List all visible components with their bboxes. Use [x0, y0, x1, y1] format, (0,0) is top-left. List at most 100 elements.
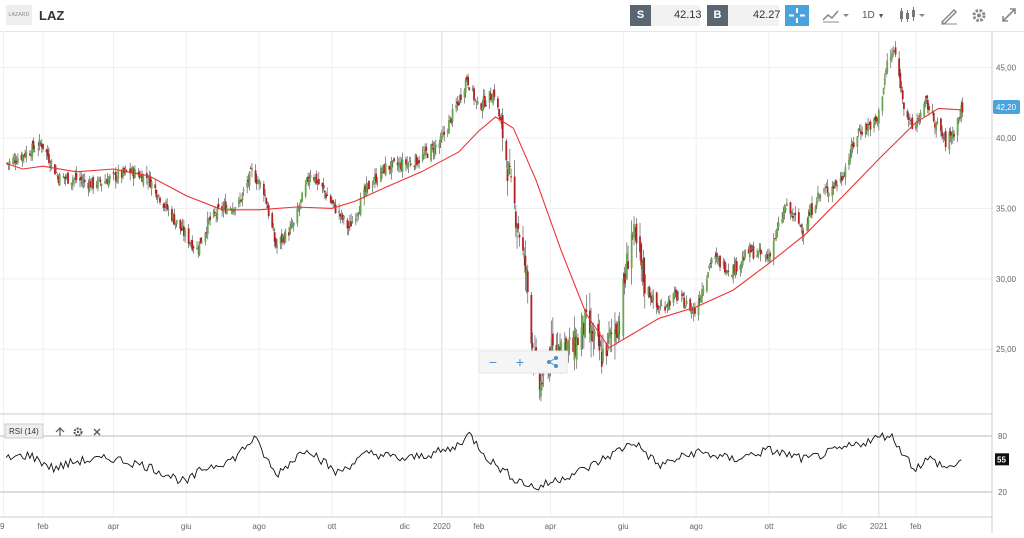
candle-body — [409, 163, 412, 165]
candle-body — [434, 145, 437, 148]
candle-body — [358, 211, 361, 215]
crosshair-icon[interactable] — [785, 5, 809, 26]
candle-body — [249, 167, 252, 169]
candle-body — [309, 175, 312, 179]
candle-body — [291, 225, 294, 227]
candle-body — [769, 253, 772, 257]
candle-body — [766, 254, 769, 259]
candle-body — [758, 248, 761, 250]
candle-body — [63, 176, 66, 179]
candle-body — [246, 182, 249, 188]
candle-body — [87, 182, 90, 189]
gear-icon[interactable] — [73, 427, 83, 437]
buy-badge[interactable]: B — [707, 5, 728, 26]
candle-body — [342, 216, 345, 219]
candle-body — [132, 168, 135, 179]
draw-icon[interactable] — [938, 5, 960, 26]
interval-label[interactable]: 1D — [862, 10, 875, 21]
candle-body — [191, 240, 194, 250]
candle-body — [347, 225, 350, 229]
candle-body — [563, 342, 566, 351]
price-chart[interactable]: 45,00 40,00 35,00 30,00 25,00 9 feb apr giu ago ot… — [0, 31, 1024, 533]
buy-price[interactable]: 42.27 — [753, 9, 781, 21]
candle-body — [700, 295, 702, 303]
candle-body — [326, 194, 329, 196]
candle-body — [83, 179, 86, 182]
zoom-controls[interactable]: − + — [478, 350, 568, 374]
candle-body — [129, 168, 132, 174]
candle-body — [162, 203, 165, 208]
candle-body — [659, 306, 662, 308]
candle-body — [481, 106, 484, 112]
candle-body — [790, 212, 793, 215]
candle-body — [414, 154, 417, 169]
candle-body — [148, 174, 151, 180]
candle-body — [524, 255, 527, 273]
candle-body — [655, 292, 658, 308]
candle-body — [8, 160, 11, 165]
zoom-controls-bg — [478, 350, 568, 374]
candle-body — [92, 177, 95, 189]
candle-body — [836, 185, 838, 187]
candle-body — [936, 121, 939, 125]
candle-body — [940, 118, 942, 132]
candle-body — [516, 227, 518, 232]
candle-body — [657, 305, 659, 310]
expand-icon[interactable] — [998, 5, 1020, 26]
candle-body — [175, 220, 178, 224]
candle-body — [58, 173, 61, 186]
candle-body — [960, 105, 963, 119]
candle-body — [789, 202, 792, 214]
candle-body — [610, 332, 613, 335]
candle-body — [480, 103, 483, 110]
candle-body — [439, 136, 442, 143]
candle-body — [953, 134, 955, 137]
zoom-out-button[interactable]: − — [489, 354, 497, 370]
candle-body — [315, 173, 318, 184]
candle-body — [717, 258, 720, 262]
candle-body — [108, 175, 111, 179]
company-logo: LAZARD — [6, 5, 32, 25]
close-icon[interactable] — [93, 428, 101, 436]
last-price-marker — [993, 100, 1020, 115]
candle-body — [307, 176, 309, 183]
candle-body — [680, 294, 683, 296]
candle-body — [839, 178, 842, 182]
candle-body — [891, 54, 893, 59]
candle-body — [114, 171, 117, 182]
candle-body — [639, 236, 641, 253]
candle-body — [793, 213, 795, 215]
candle-body — [591, 330, 594, 341]
interval-dropdown[interactable]: 1D ▼ — [862, 10, 885, 21]
candle-body — [74, 176, 77, 179]
candle-body — [826, 186, 829, 193]
candle-body — [267, 204, 270, 217]
candle-body — [605, 343, 608, 356]
candle-body — [430, 144, 432, 161]
candle-body — [702, 288, 705, 293]
candle-body — [565, 337, 567, 360]
candles-icon[interactable] — [897, 5, 927, 26]
sell-badge[interactable]: S — [630, 5, 651, 26]
candle-body — [635, 223, 638, 244]
candle-body — [559, 346, 561, 354]
candle-body — [867, 124, 869, 131]
candle-body — [197, 251, 200, 253]
gear-icon[interactable] — [968, 5, 990, 26]
candle-body — [187, 228, 190, 244]
candle-body — [100, 183, 103, 186]
candle-body — [265, 197, 268, 205]
candle-body — [388, 165, 391, 170]
candle-body — [389, 167, 392, 170]
candle-body — [283, 236, 286, 243]
candle-body — [934, 123, 936, 128]
sell-price[interactable]: 42.13 — [674, 9, 702, 21]
arrow-up-icon[interactable] — [55, 427, 65, 436]
candle-body — [399, 162, 401, 167]
chart-area[interactable]: 45,00 40,00 35,00 30,00 25,00 9 feb apr giu ago ot… — [0, 31, 1024, 538]
share-icon[interactable] — [547, 356, 558, 368]
candle-body — [572, 337, 575, 352]
zoom-in-button[interactable]: + — [516, 354, 524, 370]
candle-body — [508, 165, 511, 168]
chart-type-icon[interactable] — [820, 5, 850, 26]
